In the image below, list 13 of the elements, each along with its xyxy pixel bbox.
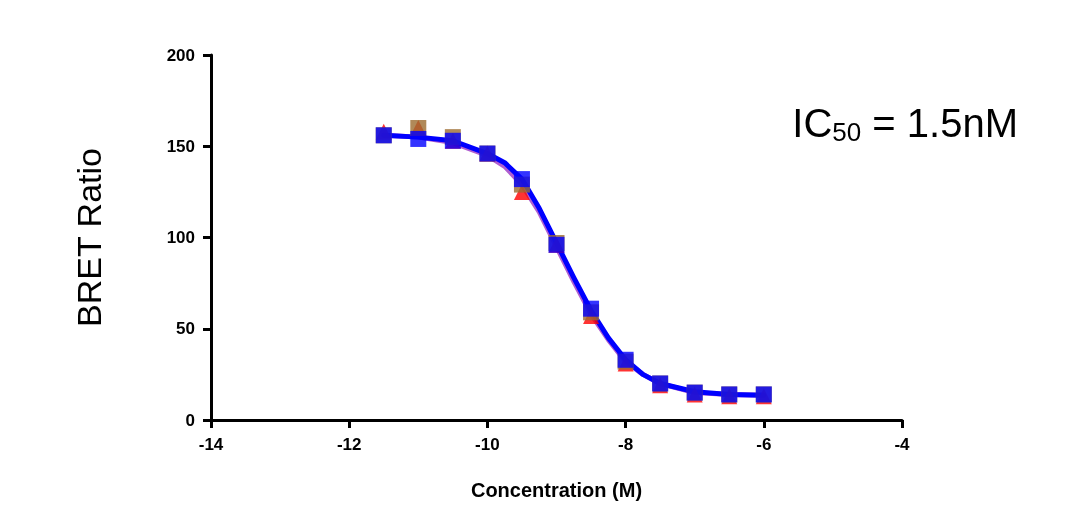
x-tick-label: -14 <box>198 435 224 454</box>
x-tick-label: -4 <box>894 435 911 454</box>
x-tick-label: -6 <box>756 435 772 454</box>
x-tick-label: -10 <box>475 435 500 454</box>
x-axis-title: Concentration (M) <box>470 479 643 501</box>
y-tick-label: 0 <box>185 410 195 430</box>
x-tick-label: -12 <box>336 435 362 454</box>
x-tick-label: -8 <box>618 435 634 454</box>
y-tick-label: 100 <box>166 228 195 247</box>
y-tick-label: 50 <box>176 319 195 339</box>
y-tick-label: 200 <box>166 45 195 65</box>
y-axis-title: BRET Ratio <box>70 148 108 327</box>
y-tick-label: 150 <box>166 136 195 156</box>
